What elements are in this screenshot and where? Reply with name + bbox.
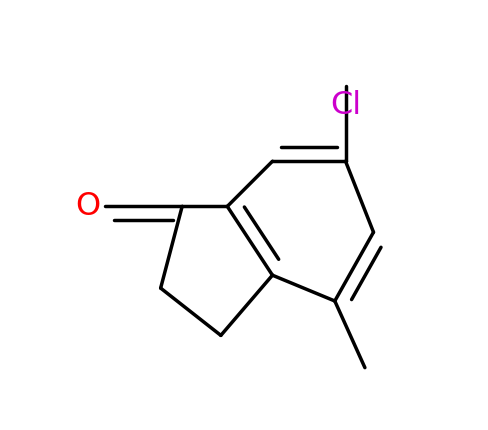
Text: O: O <box>75 191 100 222</box>
Text: Cl: Cl <box>329 90 360 121</box>
